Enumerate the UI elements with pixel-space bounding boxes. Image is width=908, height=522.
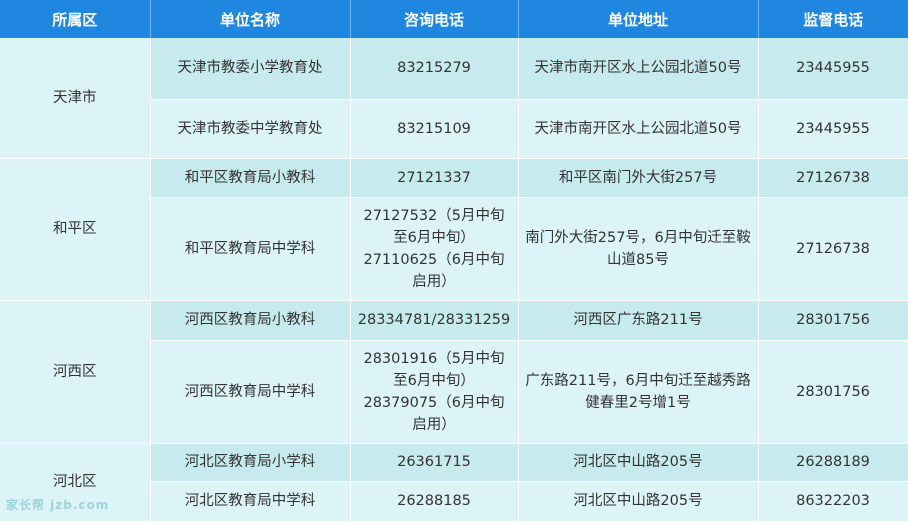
address-cell: 河北区中山路205号	[518, 481, 759, 522]
table-header-row: 所属区 单位名称 咨询电话 单位地址 监督电话	[0, 0, 908, 38]
table-row: 和平区 和平区教育局小教科 27121337 和平区南门外大街257号 27126738	[0, 158, 908, 301]
district-cell: 河北区	[0, 443, 151, 522]
supervise-phone-cell: 28301756	[758, 300, 908, 341]
header-unit-name: 单位名称	[150, 0, 351, 38]
address-cell: 广东路211号，6月中旬迁至越秀路健春里2号增1号	[518, 340, 759, 444]
supervise-phone-cell: 23445955	[758, 38, 908, 100]
address-cell: 河西区广东路211号	[518, 300, 759, 341]
watermark-logo: 家长帮 jzb.com	[6, 498, 110, 512]
table-row: 和平区教育局中学科 27127532（5月中旬至6月中旬）27110625（6月中…	[0, 197, 908, 301]
supervise-phone-cell: 27126738	[758, 197, 908, 301]
consult-phone-cell: 28334781/28331259	[350, 300, 519, 341]
address-cell: 天津市南开区水上公园北道50号	[518, 38, 759, 100]
consult-phone-cell: 28301916（5月中旬至6月中旬）28379075（6月中旬启用）	[350, 340, 519, 444]
unit-name-cell: 河西区教育局中学科	[150, 340, 351, 444]
address-cell: 和平区南门外大街257号	[518, 158, 759, 198]
table-row: 天津市教委中学教育处 83215109 天津市南开区水上公园北道50号 2344595…	[0, 99, 908, 159]
consult-phone-cell: 27127532（5月中旬至6月中旬）27110625（6月中旬启用）	[350, 197, 519, 301]
supervise-phone-cell: 26288189	[758, 443, 908, 482]
district-cell: 河西区	[0, 300, 151, 444]
consult-phone-cell: 83215279	[350, 38, 519, 100]
table-row: 河西区 河西区教育局小教科 28334781/28331259 河西区广东路211号 2…	[0, 300, 908, 444]
table-row: 河北区 河北区教育局小学科 26361715 河北区中山路205号 26288189	[0, 443, 908, 522]
district-cell: 和平区	[0, 158, 151, 301]
address-cell: 天津市南开区水上公园北道50号	[518, 99, 759, 159]
supervise-phone-cell: 23445955	[758, 99, 908, 159]
unit-name-cell: 天津市教委小学教育处	[150, 38, 351, 100]
consult-phone-cell: 26361715	[350, 443, 519, 482]
unit-name-cell: 天津市教委中学教育处	[150, 99, 351, 159]
header-supervise-phone: 监督电话	[758, 0, 908, 38]
header-consult-phone: 咨询电话	[350, 0, 519, 38]
table-row: 天津市 天津市教委小学教育处 83215279 天津市南开区水上公园北道50号 2344…	[0, 38, 908, 159]
unit-name-cell: 和平区教育局中学科	[150, 197, 351, 301]
consult-phone-cell: 83215109	[350, 99, 519, 159]
unit-name-cell: 河北区教育局中学科	[150, 481, 351, 522]
header-district: 所属区	[0, 0, 151, 38]
address-cell: 南门外大街257号，6月中旬迁至鞍山道85号	[518, 197, 759, 301]
consult-phone-cell: 27121337	[350, 158, 519, 198]
header-address: 单位地址	[518, 0, 759, 38]
supervise-phone-cell: 28301756	[758, 340, 908, 444]
supervise-phone-cell: 27126738	[758, 158, 908, 198]
supervise-phone-cell: 86322203	[758, 481, 908, 522]
unit-name-cell: 河北区教育局小学科	[150, 443, 351, 482]
unit-name-cell: 和平区教育局小教科	[150, 158, 351, 198]
unit-name-cell: 河西区教育局小教科	[150, 300, 351, 341]
address-cell: 河北区中山路205号	[518, 443, 759, 482]
consult-phone-cell: 26288185	[350, 481, 519, 522]
district-cell: 天津市	[0, 38, 151, 159]
table-row: 河西区教育局中学科 28301916（5月中旬至6月中旬）28379075（6月中…	[0, 340, 908, 444]
